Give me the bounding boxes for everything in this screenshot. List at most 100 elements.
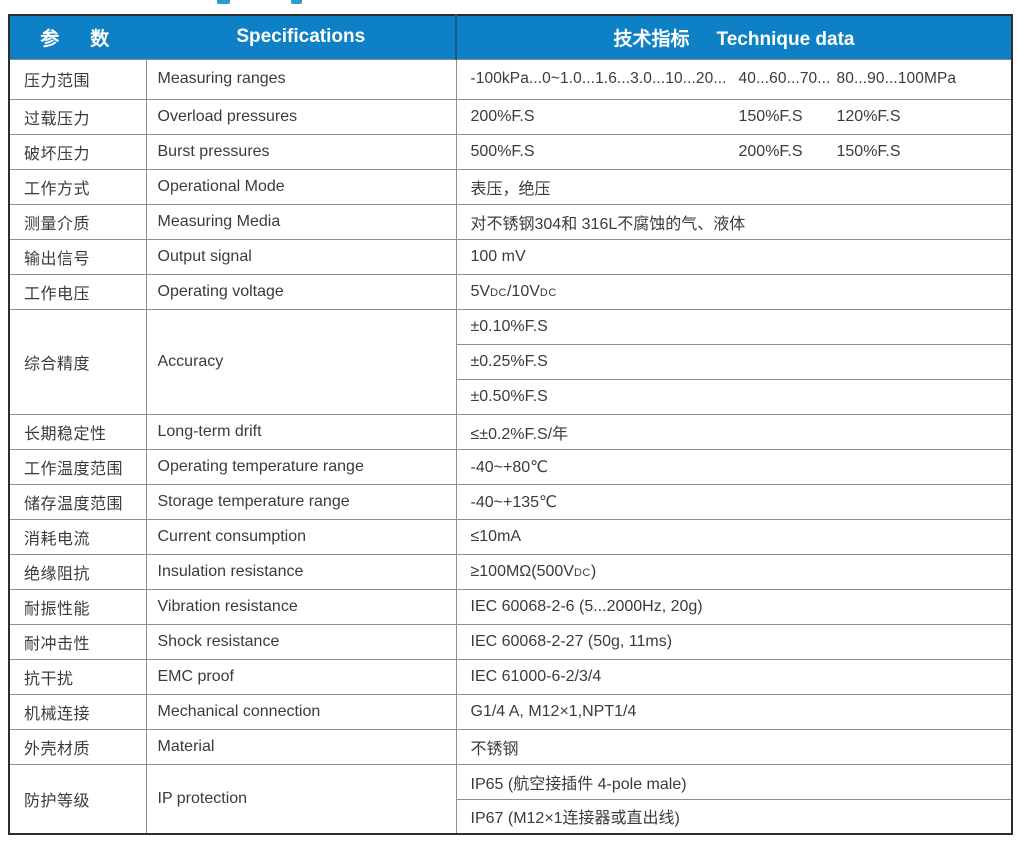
row-operating-temperature: 工作温度范围 Operating temperature range -40~+…: [8, 448, 1013, 485]
param-zh-cell: 耐冲击性: [8, 623, 147, 660]
value-text: ): [590, 562, 597, 580]
row-overload-pressures: 过载压力 Overload pressures 200%F.S 150%F.S …: [8, 98, 1013, 135]
value-segment: 500%F.S: [470, 142, 535, 160]
row-burst-pressures: 破坏压力 Burst pressures 500%F.S 200%F.S 150…: [8, 133, 1013, 170]
value-cell: 500%F.S 200%F.S 150%F.S: [455, 133, 1013, 170]
subscript-dc: DC: [573, 566, 591, 579]
row-mechanical-connection: 机械连接 Mechanical connection G1/4 A, M12×1…: [8, 693, 1013, 730]
row-insulation-resistance: 绝缘阻抗 Insulation resistance ≥100MΩ(500VDC…: [8, 553, 1013, 590]
subscript-dc: DC: [539, 286, 557, 299]
param-zh-cell: 破坏压力: [8, 133, 147, 170]
value-cell: ±0.25%F.S: [455, 343, 1013, 380]
subscript-dc: DC: [490, 286, 507, 299]
row-accuracy-sub: ±0.50%F.S: [9, 378, 1013, 415]
param-zh-cell: 储存温度范围: [8, 483, 147, 520]
param-zh-cell: 抗干扰: [8, 658, 147, 695]
param-zh-cell: 耐振性能: [8, 588, 147, 625]
param-zh-cell: 消耗电流: [8, 518, 147, 555]
param-en-cell: Accuracy: [145, 308, 457, 415]
value-cell: 200%F.S 150%F.S 120%F.S: [455, 98, 1013, 135]
row-measuring-ranges: 压力范围 Measuring ranges -100kPa...0~1.0...…: [8, 58, 1013, 100]
value-cell: IEC 61000-6-2/3/4: [455, 658, 1013, 695]
param-en-cell: Operational Mode: [145, 168, 457, 205]
value-cell: IP67 (M12×1连接器或直出线): [455, 798, 1013, 835]
value-cell: ±0.50%F.S: [455, 378, 1013, 415]
param-en-cell: Storage temperature range: [145, 483, 457, 520]
param-en-cell: Measuring ranges: [145, 58, 457, 100]
param-zh-cell: 输出信号: [8, 238, 147, 275]
param-zh-cell: 综合精度: [8, 308, 147, 415]
value-segment: 150%F.S: [836, 142, 901, 160]
value-cell: IEC 60068-2-27 (50g, 11ms): [455, 623, 1013, 660]
param-en-cell: Long-term drift: [145, 413, 457, 450]
cropped-text-fragment: [217, 0, 230, 4]
value-text: ≥100MΩ(500V: [470, 562, 574, 580]
header-tech-zh: 技术指标: [613, 28, 690, 50]
range-segment: 40...60...70...: [738, 70, 831, 87]
param-en-cell: Operating temperature range: [145, 448, 457, 485]
param-en-cell: Burst pressures: [145, 133, 457, 170]
value-cell: IP65 (航空接插件 4-pole male): [455, 763, 1013, 800]
row-shock-resistance: 耐冲击性 Shock resistance IEC 60068-2-27 (50…: [8, 623, 1013, 660]
row-current-consumption: 消耗电流 Current consumption ≤10mA: [8, 518, 1013, 555]
row-output-signal: 输出信号 Output signal 100 mV: [8, 238, 1013, 275]
value-cell: IEC 60068-2-6 (5...2000Hz, 20g): [455, 588, 1013, 625]
value-segment: 200%F.S: [738, 142, 803, 160]
row-operating-voltage: 工作电压 Operating voltage 5VDC/10VDC: [8, 273, 1013, 310]
param-zh-cell: 长期稳定性: [8, 413, 147, 450]
param-en-cell: Output signal: [145, 238, 457, 275]
param-en-cell: Vibration resistance: [145, 588, 457, 625]
header-technique-data: 技术指标 Technique data: [455, 14, 1013, 60]
header-specifications: Specifications: [145, 14, 457, 60]
value-cell: 100 mV: [455, 238, 1013, 275]
row-ip-protection-sub: IP67 (M12×1连接器或直出线): [9, 798, 1013, 835]
param-en-cell: Insulation resistance: [145, 553, 457, 590]
value-segment: 200%F.S: [470, 107, 535, 125]
row-accuracy-sub: ±0.25%F.S: [9, 343, 1013, 380]
value-cell: -100kPa...0~1.0...1.6...3.0...10...20...…: [455, 58, 1013, 100]
param-zh-cell: 压力范围: [8, 58, 147, 100]
header-tech-en: Technique data: [716, 28, 855, 50]
param-en-cell: Measuring Media: [145, 203, 457, 240]
row-emc-proof: 抗干扰 EMC proof IEC 61000-6-2/3/4: [8, 658, 1013, 695]
value-segment: 150%F.S: [738, 107, 803, 125]
value-text: /10V: [506, 282, 540, 300]
param-en-cell: IP protection: [145, 763, 457, 835]
value-cell: -40~+80℃: [455, 448, 1013, 485]
param-zh-cell: 机械连接: [8, 693, 147, 730]
param-zh-cell: 测量介质: [8, 203, 147, 240]
cropped-text-fragment: [291, 0, 302, 4]
value-cell: ±0.10%F.S: [455, 308, 1013, 345]
row-vibration-resistance: 耐振性能 Vibration resistance IEC 60068-2-6 …: [8, 588, 1013, 625]
value-cell: ≤10mA: [455, 518, 1013, 555]
param-zh-cell: 绝缘阻抗: [8, 553, 147, 590]
value-cell: 不锈钢: [455, 728, 1013, 765]
param-zh-cell: 防护等级: [8, 763, 147, 835]
param-en-cell: Mechanical connection: [145, 693, 457, 730]
value-cell: 5VDC/10VDC: [455, 273, 1013, 310]
value-cell: ≤±0.2%F.S/年: [455, 413, 1013, 450]
range-segment: -100kPa...0~1.0...1.6...3.0...10...20...: [470, 70, 727, 87]
value-segment: 120%F.S: [836, 107, 901, 125]
row-material: 外壳材质 Material 不锈钢: [8, 728, 1013, 765]
param-en-cell: Overload pressures: [145, 98, 457, 135]
param-zh-cell: 工作温度范围: [8, 448, 147, 485]
row-storage-temperature: 储存温度范围 Storage temperature range -40~+13…: [8, 483, 1013, 520]
param-en-cell: Material: [145, 728, 457, 765]
row-long-term-drift: 长期稳定性 Long-term drift ≤±0.2%F.S/年: [8, 413, 1013, 450]
param-zh-cell: 过载压力: [8, 98, 147, 135]
value-cell: 对不锈钢304和 316L不腐蚀的气、液体: [455, 203, 1013, 240]
row-accuracy: 综合精度 Accuracy ±0.10%F.S: [8, 308, 1013, 415]
header-row: 参 数 Specifications 技术指标 Technique data: [8, 14, 1013, 60]
param-en-cell: Current consumption: [145, 518, 457, 555]
param-en-cell: Operating voltage: [145, 273, 457, 310]
table-header: 参 数 Specifications 技术指标 Technique data: [8, 14, 1013, 60]
value-cell: G1/4 A, M12×1,NPT1/4: [455, 693, 1013, 730]
range-segment: 80...90...100MPa: [836, 70, 957, 87]
param-en-cell: Shock resistance: [145, 623, 457, 660]
row-measuring-media: 测量介质 Measuring Media 对不锈钢304和 316L不腐蚀的气、…: [8, 203, 1013, 240]
specifications-table: 参 数 Specifications 技术指标 Technique data 压…: [8, 14, 1013, 835]
param-zh-cell: 工作电压: [8, 273, 147, 310]
param-zh-cell: 工作方式: [8, 168, 147, 205]
